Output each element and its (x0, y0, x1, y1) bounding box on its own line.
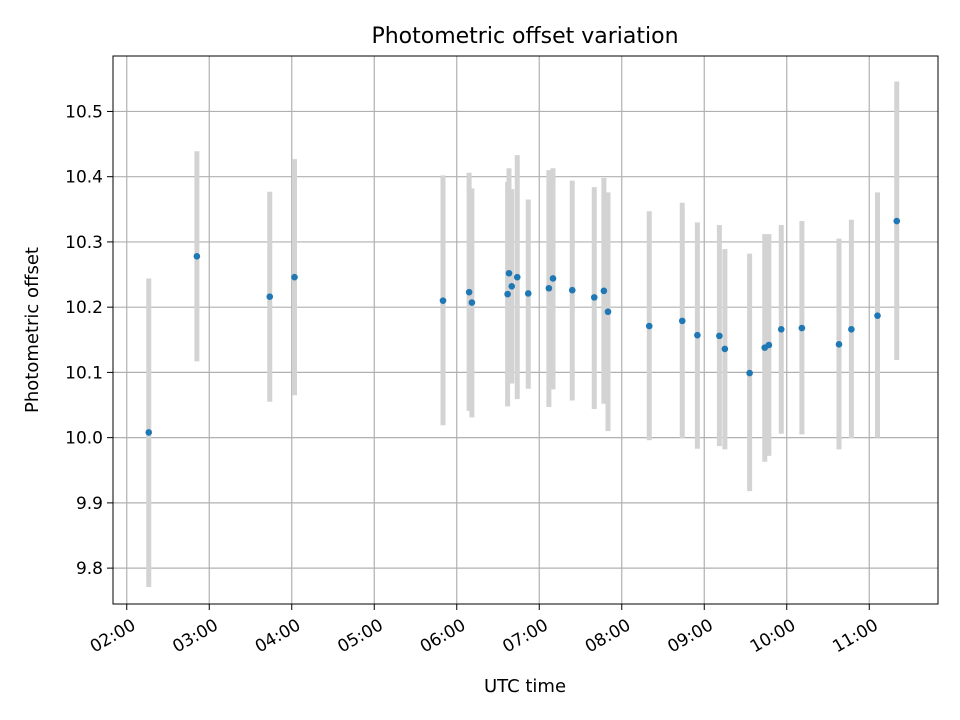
data-point (874, 312, 881, 319)
data-point (439, 297, 447, 304)
chart-title: Photometric offset variation (371, 24, 678, 49)
data-point (746, 369, 753, 377)
data-point (465, 288, 473, 296)
y-axis-label: Photometric offset (22, 247, 43, 413)
data-point (716, 332, 723, 340)
data-point (893, 217, 901, 225)
data-points (145, 217, 901, 436)
y-tick-label: 10.1 (65, 363, 103, 383)
data-point (721, 345, 729, 353)
data-point (765, 341, 773, 349)
data-point (835, 341, 843, 348)
data-point (590, 294, 598, 301)
y-tick-label: 9.9 (76, 494, 103, 514)
data-point (508, 282, 516, 290)
y-tick-label: 9.8 (76, 559, 103, 579)
y-axis-ticks: 9.8 9.9 10.0 10.1 10.2 10.3 10.4 10.5 (65, 102, 113, 579)
data-point (193, 252, 201, 260)
data-point (777, 326, 785, 333)
data-point (568, 286, 576, 294)
data-point (513, 273, 521, 281)
x-axis-label: UTC time (484, 676, 566, 697)
data-point (504, 290, 511, 298)
data-point (694, 331, 701, 339)
data-point (505, 269, 513, 277)
data-point (604, 308, 612, 316)
data-point (468, 299, 476, 306)
y-tick-label: 10.0 (65, 429, 103, 449)
data-point (600, 287, 608, 295)
data-point (549, 275, 557, 282)
data-point (145, 429, 153, 436)
y-tick-label: 10.4 (65, 168, 103, 188)
data-point (645, 322, 653, 330)
y-tick-label: 10.5 (65, 102, 103, 122)
y-tick-label: 10.2 (65, 298, 103, 318)
data-point (798, 324, 806, 332)
data-point (678, 317, 686, 325)
data-point (524, 290, 532, 297)
data-point (848, 326, 855, 333)
plot-frame (112, 55, 939, 605)
data-point (266, 293, 274, 301)
data-point (545, 284, 553, 292)
data-point (291, 273, 298, 281)
y-tick-label: 10.3 (65, 233, 103, 253)
